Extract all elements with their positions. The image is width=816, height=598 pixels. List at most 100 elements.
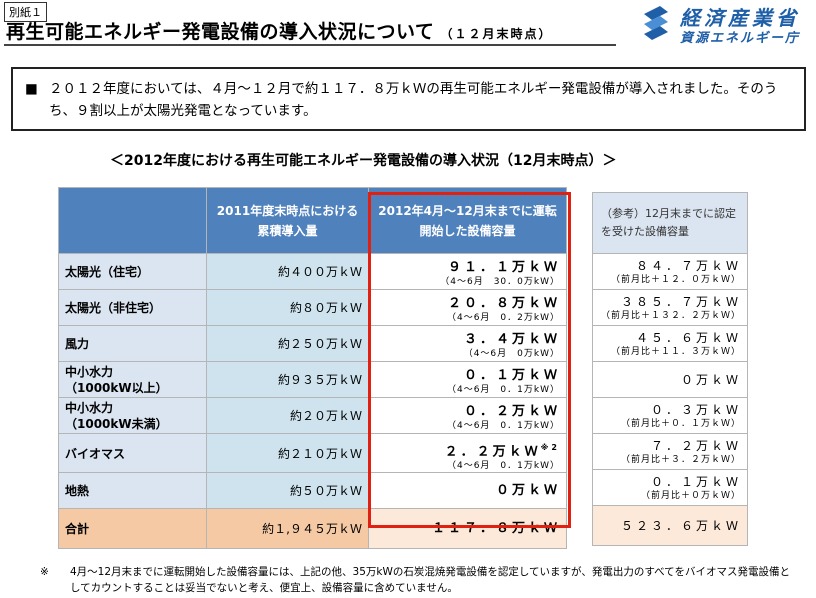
total-new-value: １１７．８万ｋＷ (431, 520, 560, 536)
row-cumulative: 約２５０万ｋＷ (206, 325, 369, 362)
footnote-mark: ※ (40, 566, 49, 578)
page-title-main: 再生可能エネルギー発電設備の導入状況について (6, 21, 435, 43)
attachment-tag: 別紙１ (4, 2, 47, 22)
agency-logo: 経済産業省 資源エネルギー庁 (640, 2, 812, 46)
reference-total-row: ５２３．６万ｋＷ (592, 505, 748, 546)
reference-value: ７．２万ｋＷ (650, 439, 741, 453)
row-new-value: ０．１万ｋＷ (463, 368, 560, 383)
table-row: 風力 約２５０万ｋＷ ３．４万ｋＷ （4～6月 0万kW） (58, 325, 567, 362)
title-underline (4, 44, 616, 46)
row-new-value: ０．２万ｋＷ (463, 404, 560, 419)
reference-row: ４５．６万ｋＷ （前月比＋１１．３万ｋＷ） (592, 325, 748, 362)
row-cumulative: 約２０万ｋＷ (206, 397, 369, 434)
reference-delta: （前月比＋３．２万ｋＷ） (620, 455, 741, 465)
table-row: 太陽光（非住宅） 約８０万ｋＷ ２０．８万ｋＷ （4～6月 0．2万kW） (58, 289, 567, 326)
reference-cell: ７．２万ｋＷ （前月比＋３．２万ｋＷ） (592, 433, 748, 470)
row-new-q1: （4～6月 0．1万kW） (446, 461, 560, 472)
row-new-q1: （4～6月 0．1万kW） (446, 385, 560, 395)
row-cumulative: 約８０万ｋＷ (206, 289, 369, 326)
reference-header: （参考）12月末までに認定を受けた設備容量 (592, 192, 748, 254)
row-new-number: ２．２万ｋＷ (444, 444, 541, 460)
reference-value: ０万ｋＷ (680, 373, 741, 387)
reference-row: ０．１万ｋＷ （前月比＋０万ｋＷ） (592, 469, 748, 506)
reference-row: ７．２万ｋＷ （前月比＋３．２万ｋＷ） (592, 433, 748, 470)
row-new-value: ２．２万ｋＷ※2 (375, 440, 560, 460)
total-cumulative: 約１,９４５万ｋＷ (206, 508, 369, 550)
table-header-row: 2011年度末時点における累積導入量 2012年4月～12月末までに運転開始した… (58, 187, 567, 254)
reference-delta: （前月比＋１３２．２万ｋＷ） (600, 311, 741, 321)
reference-cell: ８４．７万ｋＷ （前月比＋１２．０万ｋＷ） (592, 253, 748, 290)
table-total-row: 合計 約１,９４５万ｋＷ １１７．８万ｋＷ (58, 508, 567, 550)
reference-value: ４５．６万ｋＷ (635, 331, 741, 345)
footnote-text: 4月～12月末までに運転開始した設備容量には、上記の他、35万kWの石炭混焼発電… (70, 566, 790, 594)
reference-cell: ４５．６万ｋＷ （前月比＋１１．３万ｋＷ） (592, 325, 748, 362)
reference-cell: ０万ｋＷ (592, 361, 748, 398)
reference-value: ０．３万ｋＷ (650, 403, 741, 417)
reference-cell: ３８５．７万ｋＷ （前月比＋１３２．２万ｋＷ） (592, 289, 748, 326)
row-label-range: （1000kW未満） (65, 416, 168, 431)
row-new: ０．１万ｋＷ （4～6月 0．1万kW） (368, 361, 567, 398)
row-new: ３．４万ｋＷ （4～6月 0万kW） (368, 325, 567, 362)
row-new: ９１．１万ｋＷ （4～6月 30．0万kW） (368, 253, 567, 290)
reference-row: ８４．７万ｋＷ （前月比＋１２．０万ｋＷ） (592, 253, 748, 290)
reference-delta: （前月比＋０万ｋＷ） (640, 491, 741, 501)
row-label: 中小水力 （1000kW以上） (58, 361, 207, 398)
row-label: 太陽光（非住宅） (58, 289, 207, 326)
row-new-value: ２０．８万ｋＷ (447, 296, 560, 311)
summary-text: ２０１２年度においては、４月～１２月で約１１７．８万ｋＷの再生可能エネルギー発電… (49, 81, 778, 119)
reference-table: （参考）12月末までに認定を受けた設備容量 ８４．７万ｋＷ （前月比＋１２．０万ｋ… (592, 192, 748, 546)
row-new-value: ３．４万ｋＷ (463, 332, 560, 347)
total-new: １１７．８万ｋＷ (368, 508, 567, 550)
reference-delta: （前月比＋１２．０万ｋＷ） (610, 275, 741, 285)
row-cumulative: 約２１０万ｋＷ (206, 432, 369, 474)
total-label: 合計 (58, 508, 207, 550)
reference-row: ０万ｋＷ (592, 361, 748, 398)
row-new: ０万ｋＷ (368, 472, 567, 510)
header-cumulative: 2011年度末時点における累積導入量 (206, 187, 369, 254)
reference-value: ３８５．７万ｋＷ (620, 295, 741, 309)
table-heading: ＜2012年度における再生可能エネルギー発電設備の導入状況（12月末時点）＞ (110, 153, 617, 169)
installation-table: 2011年度末時点における累積導入量 2012年4月～12月末までに運転開始した… (58, 187, 567, 550)
row-label: バイオマス (58, 432, 207, 474)
row-new-value: ９１．１万ｋＷ (447, 260, 560, 275)
summary-bullet: ■ (25, 81, 38, 97)
reference-header-row: （参考）12月末までに認定を受けた設備容量 (592, 192, 748, 254)
reference-total: ５２３．６万ｋＷ (592, 505, 748, 546)
footnote: ※ 4月～12月末までに運転開始した設備容量には、上記の他、35万kWの石炭混焼… (40, 564, 790, 596)
row-new: ２０．８万ｋＷ （4～6月 0．2万kW） (368, 289, 567, 326)
meti-logo-icon (644, 6, 668, 40)
table-row: 中小水力 （1000kW未満） 約２０万ｋＷ ０．２万ｋＷ （4～6月 0．1万… (58, 397, 567, 434)
logo-ministry-name: 経済産業省 (680, 6, 800, 30)
table-row: 中小水力 （1000kW以上） 約９３５万ｋＷ ０．１万ｋＷ （4～6月 0．1… (58, 361, 567, 398)
reference-delta: （前月比＋０．１万ｋＷ） (620, 419, 741, 429)
row-label: 太陽光（住宅） (58, 253, 207, 290)
table-row: 太陽光（住宅） 約４００万ｋＷ ９１．１万ｋＷ （4～6月 30．0万kW） (58, 253, 567, 290)
header-new-capacity: 2012年4月～12月末までに運転開始した設備容量 (368, 187, 567, 254)
logo-agency-name: 資源エネルギー庁 (680, 31, 801, 46)
row-new-q1: （4～6月 0．1万kW） (446, 421, 560, 431)
row-label-main: 中小水力 (65, 400, 114, 415)
row-new-value: ０万ｋＷ (495, 482, 560, 498)
page-title-date: （１２月末時点） (440, 27, 553, 41)
table-row: バイオマス 約２１０万ｋＷ ２．２万ｋＷ※2 （4～6月 0．1万kW） (58, 432, 567, 474)
row-cumulative: 約４００万ｋＷ (206, 253, 369, 290)
row-new-q1: （4～6月 0．2万kW） (446, 313, 560, 323)
row-new-q1: （4～6月 30．0万kW） (440, 277, 560, 287)
row-label: 地熱 (58, 472, 207, 510)
reference-cell: ０．１万ｋＷ （前月比＋０万ｋＷ） (592, 469, 748, 506)
row-new-q1: （4～6月 0万kW） (463, 349, 560, 359)
row-new: ０．２万ｋＷ （4～6月 0．1万kW） (368, 397, 567, 434)
reference-value: ８４．７万ｋＷ (635, 259, 741, 273)
row-new: ２．２万ｋＷ※2 （4～6月 0．1万kW） (368, 432, 567, 474)
reference-delta: （前月比＋１１．３万ｋＷ） (610, 347, 741, 357)
reference-cell: ０．３万ｋＷ （前月比＋０．１万ｋＷ） (592, 397, 748, 434)
row-label: 中小水力 （1000kW未満） (58, 397, 207, 434)
header-blank-cell (58, 187, 207, 254)
row-label-range: （1000kW以上） (65, 380, 168, 395)
row-cumulative: 約９３５万ｋＷ (206, 361, 369, 398)
table-row: 地熱 約５０万ｋＷ ０万ｋＷ (58, 472, 567, 510)
row-cumulative: 約５０万ｋＷ (206, 472, 369, 510)
reference-row: ３８５．７万ｋＷ （前月比＋１３２．２万ｋＷ） (592, 289, 748, 326)
row-label-main: 中小水力 (65, 364, 114, 379)
page-title: 再生可能エネルギー発電設備の導入状況について （１２月末時点） (6, 17, 552, 44)
